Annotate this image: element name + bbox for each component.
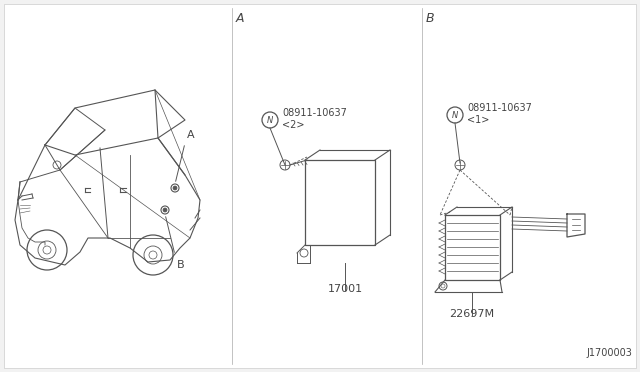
Text: N: N: [267, 115, 273, 125]
Text: B: B: [177, 260, 184, 270]
Circle shape: [173, 186, 177, 190]
Text: A: A: [236, 12, 244, 25]
Text: 08911-10637: 08911-10637: [282, 108, 347, 118]
FancyBboxPatch shape: [4, 4, 636, 368]
Text: J1700003: J1700003: [586, 348, 632, 358]
Text: A: A: [187, 130, 195, 140]
Circle shape: [163, 208, 167, 212]
Text: N: N: [452, 110, 458, 119]
Text: <2>: <2>: [282, 120, 305, 130]
Text: 08911-10637: 08911-10637: [467, 103, 532, 113]
Text: 22697M: 22697M: [449, 309, 495, 319]
Text: B: B: [426, 12, 435, 25]
Text: 17001: 17001: [328, 284, 363, 294]
Text: <1>: <1>: [467, 115, 490, 125]
